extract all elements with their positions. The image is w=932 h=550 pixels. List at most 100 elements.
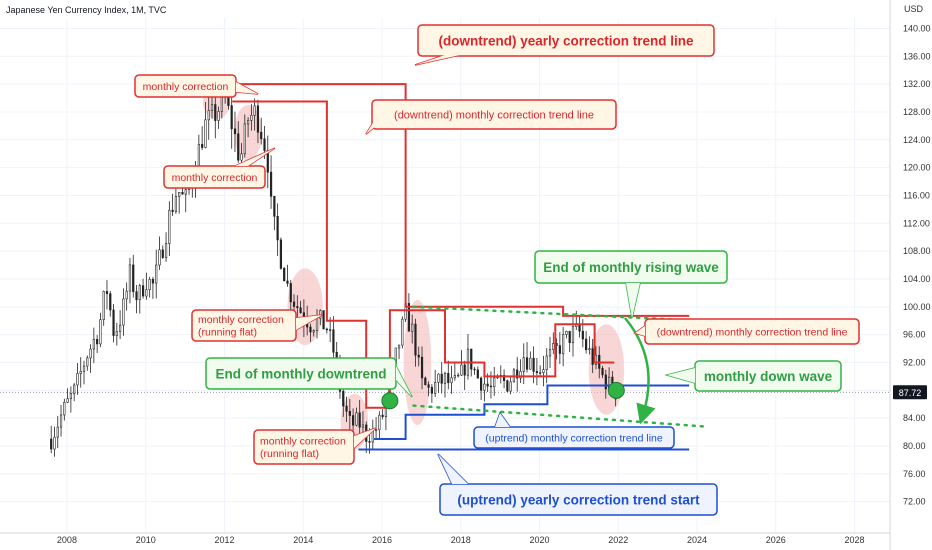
candle-body (289, 283, 292, 303)
candle-body (112, 309, 115, 336)
candle-body (568, 330, 571, 344)
label-monthly-downtrend-right: (downtrend) monthly correction trend lin… (633, 318, 860, 345)
candle-body (151, 278, 155, 284)
candle-body (171, 209, 174, 212)
label-monthly-correction-2-text: monthly correction (172, 172, 258, 184)
candle-body (378, 414, 381, 431)
label-monthly-correction-2: monthly correction (163, 147, 276, 189)
candle-body (233, 128, 237, 135)
candle-body (102, 291, 105, 320)
candle-body (122, 298, 125, 326)
candle-body (502, 375, 506, 381)
candle-body (476, 369, 479, 379)
x-tick-label: 2010 (136, 535, 156, 545)
candle-body (581, 330, 584, 340)
label-running-flat-1-tail-fill (296, 315, 322, 330)
channel-lower-dotted (412, 404, 707, 428)
candle-body (601, 368, 604, 376)
candle-body (374, 429, 378, 431)
candle-body (201, 144, 204, 148)
label-downtrend-end: End of monthly downtrend (205, 357, 413, 398)
y-tick-label: 124.00 (903, 135, 931, 145)
x-tick-label: 2028 (845, 535, 865, 545)
label-down-wave-text: monthly down wave (704, 369, 833, 384)
label-monthly-uptrend-box (473, 426, 675, 449)
candle-body (76, 373, 79, 386)
monthly-downtrend-line (232, 100, 615, 409)
y-tick-label: 96.00 (903, 330, 926, 340)
candle-body (604, 374, 607, 390)
candle-body (292, 301, 296, 307)
candle-body (145, 289, 148, 297)
candle-body (529, 357, 532, 370)
candle-body (420, 356, 424, 379)
candle-body (361, 424, 365, 428)
candle-body (240, 153, 243, 161)
price-series (50, 76, 617, 457)
label-down-wave: monthly down wave (664, 360, 842, 392)
candle-body (309, 326, 312, 333)
candle-body (397, 344, 401, 349)
label-monthly-downtrend-right-tail-fill (635, 326, 645, 336)
candle-body (588, 348, 591, 351)
candle-body (135, 291, 138, 301)
x-tick-label: 2020 (529, 535, 549, 545)
y-tick-label: 100.00 (903, 302, 931, 312)
candle-body (178, 191, 181, 197)
candle-body (548, 349, 552, 357)
candle-body (243, 123, 246, 155)
candle-body (132, 264, 135, 292)
candle-body (516, 369, 519, 379)
label-monthly-correction-1-text: monthly correction (143, 81, 229, 93)
candle-body (401, 318, 404, 346)
y-tick-label: 76.00 (903, 469, 926, 479)
candle-body (260, 131, 263, 140)
y-tick-label: 92.00 (903, 357, 926, 367)
candle-body (345, 405, 348, 412)
candle-body (283, 268, 286, 282)
candle-body (417, 354, 420, 358)
candle-body (128, 264, 132, 292)
candle-body (184, 189, 187, 195)
candle-body (450, 377, 453, 384)
chart-header-title: Japanese Yen Currency Index, 1M, TVC (6, 5, 167, 15)
candle-body (168, 209, 171, 244)
candle-body (532, 357, 535, 372)
candle-body (69, 393, 72, 400)
label-monthly-downtrend-right-text: (downtrend) monthly correction trend lin… (657, 326, 848, 338)
label-monthly-downtrend-top-tail-fill (366, 118, 376, 134)
candle-body (585, 338, 588, 351)
label-yearly-downtrend: (downtrend) yearly correction trend line (414, 24, 715, 66)
last-price-value: 87.72 (899, 388, 922, 398)
candle-body (63, 401, 66, 416)
candle-body (407, 303, 411, 332)
label-monthly-downtrend-top-box (371, 99, 617, 130)
candle-body (125, 290, 128, 300)
x-tick-label: 2012 (214, 535, 234, 545)
currency-label: USD (904, 4, 924, 14)
x-tick-label: 2008 (57, 535, 77, 545)
candle-body (119, 324, 122, 332)
candle-body (92, 339, 95, 350)
candle-body (479, 377, 483, 391)
candle-body (322, 310, 325, 330)
candle-body (368, 441, 371, 443)
candle-body (565, 330, 568, 335)
candle-body (522, 357, 525, 372)
candle-body (109, 293, 112, 311)
y-tick-label: 132.00 (903, 79, 931, 89)
candle-body (453, 375, 456, 379)
y-tick-label: 120.00 (903, 163, 931, 173)
candle-body (158, 249, 161, 266)
candle-body (279, 239, 283, 269)
candle-body (253, 105, 256, 116)
candle-body (164, 243, 168, 258)
label-monthly-correction-1: monthly correction (134, 74, 259, 98)
candle-body (332, 329, 335, 353)
label-downtrend-end-text: End of monthly downtrend (216, 366, 387, 381)
candle-body (381, 414, 384, 417)
candle-body (296, 306, 299, 309)
candle-body (312, 330, 315, 333)
candle-body (483, 383, 486, 391)
